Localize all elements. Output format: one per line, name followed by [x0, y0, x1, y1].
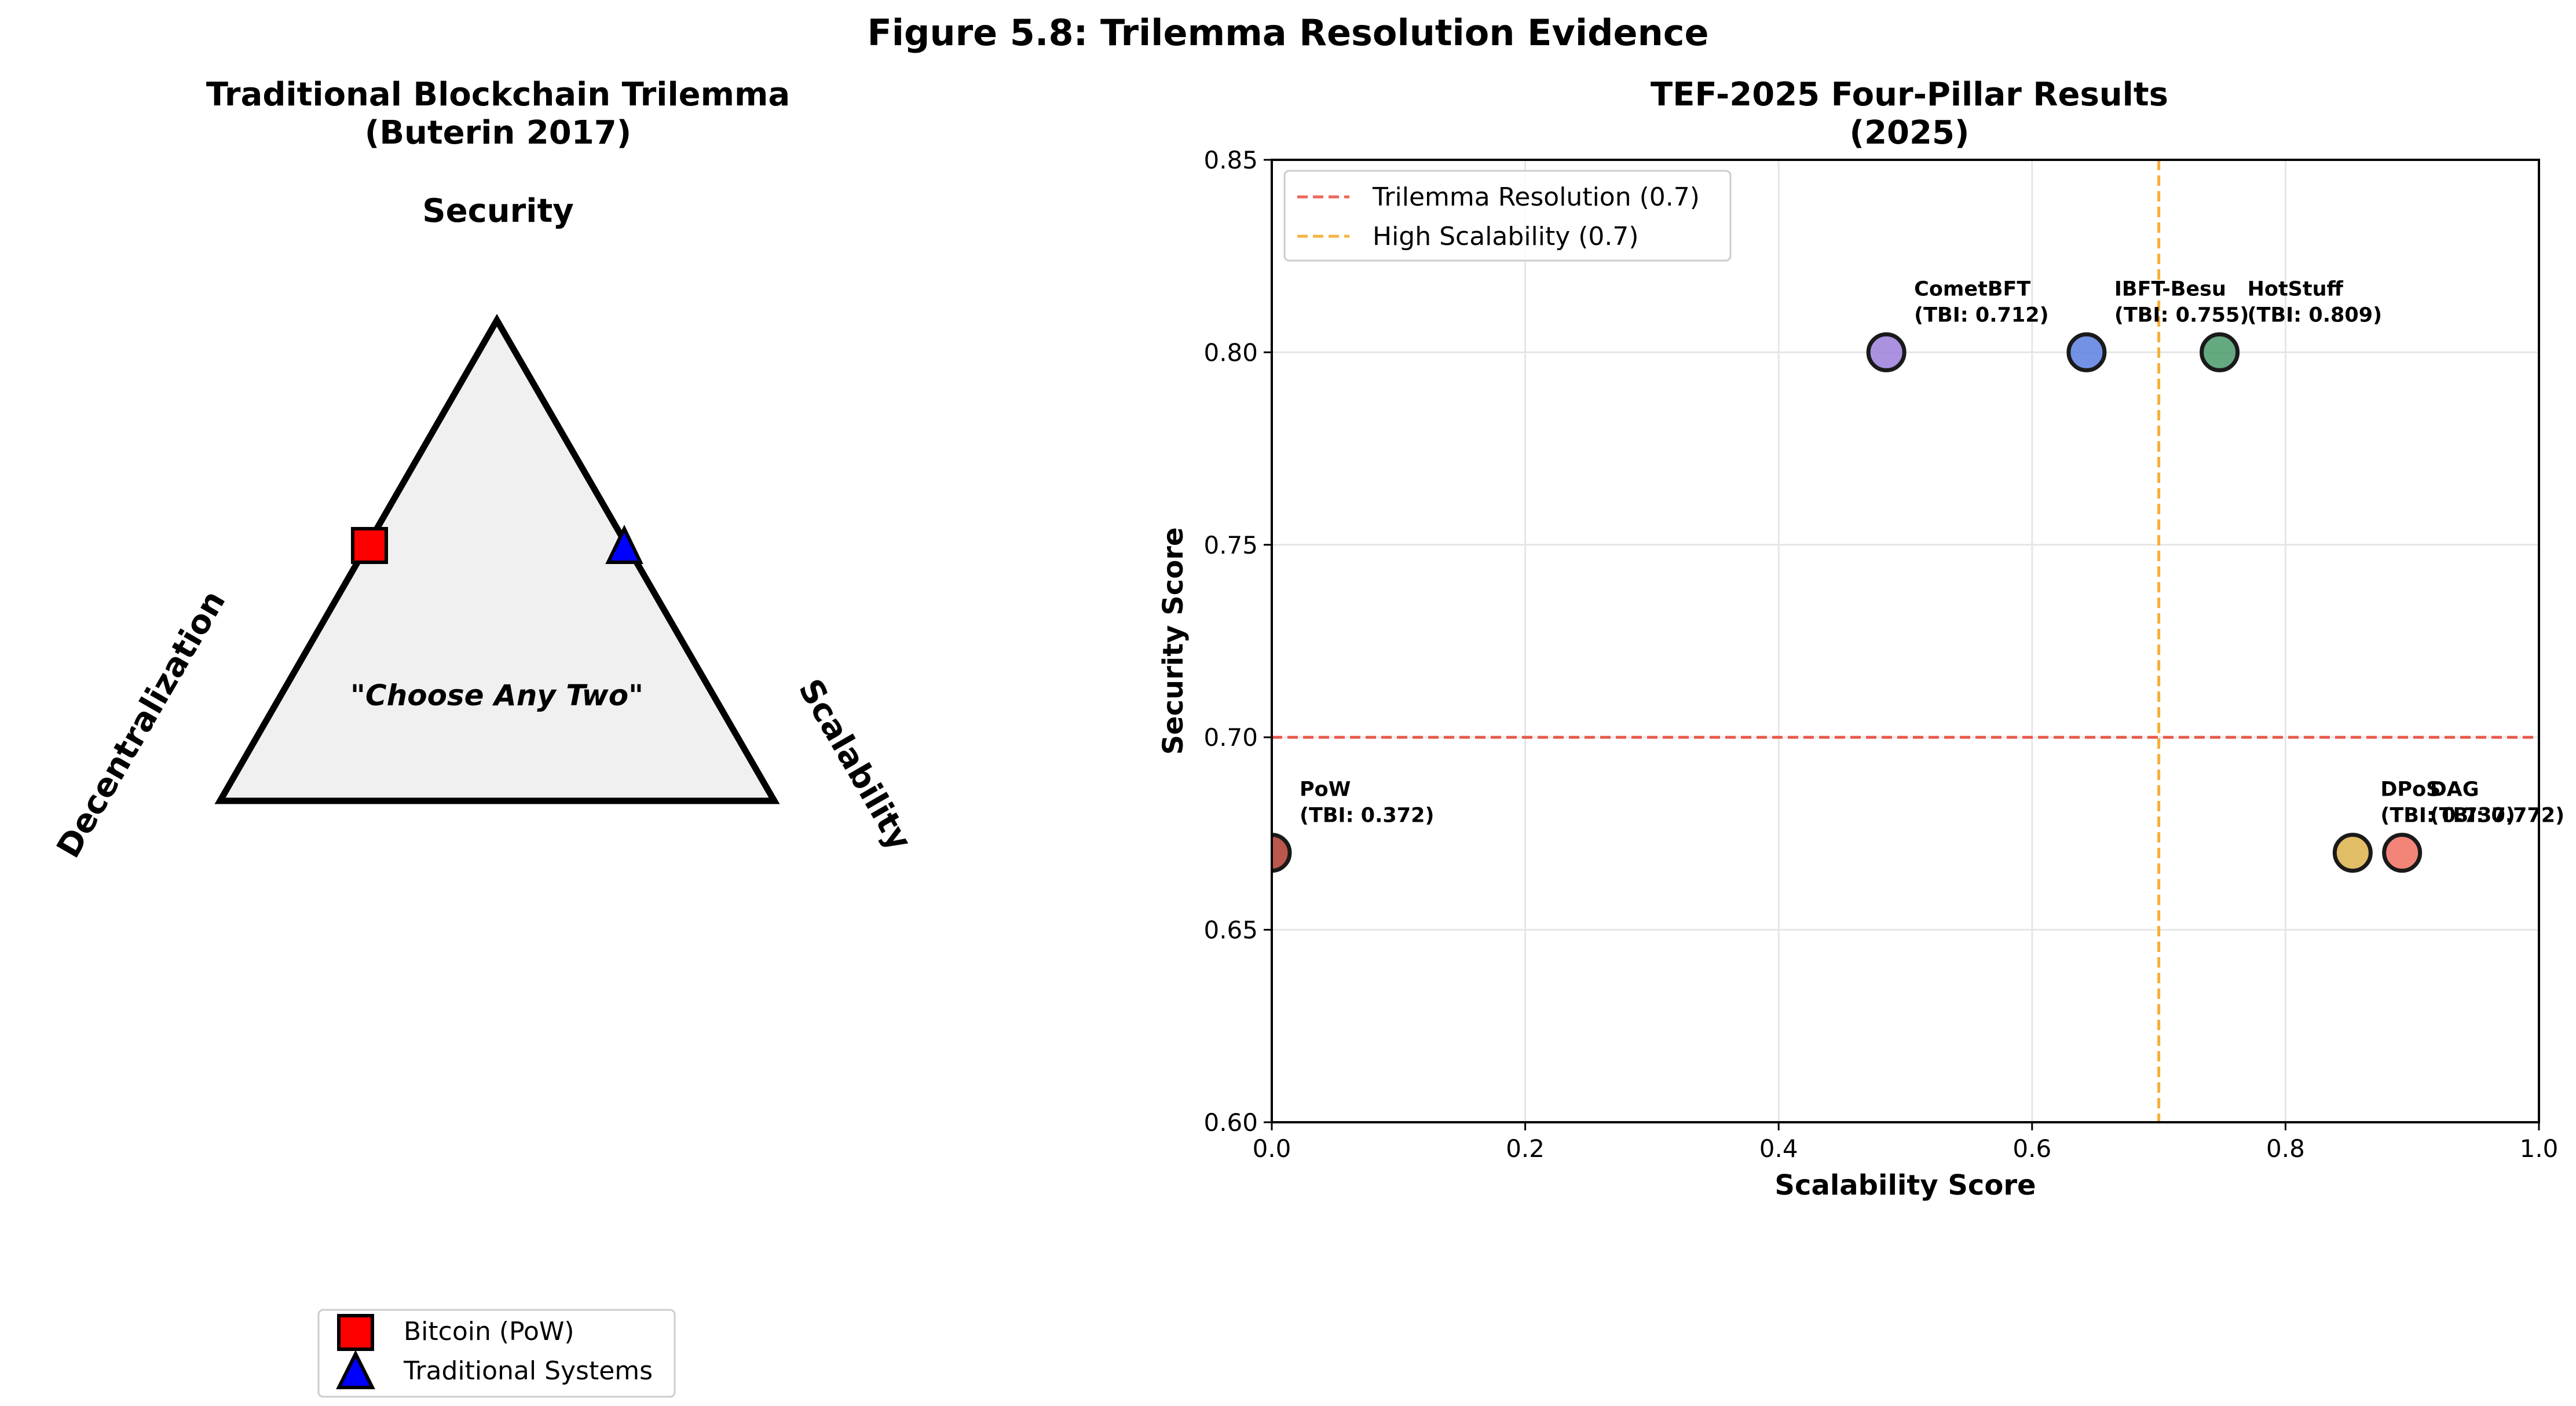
data-point-dpos [2332, 833, 2373, 873]
data-point-cometbft [1866, 332, 1907, 372]
x-tick-label: 0.4 [1759, 1134, 1798, 1163]
y-tick-label: 0.65 [1203, 916, 1258, 944]
data-point-dag [2382, 833, 2423, 873]
point-label-name: PoW [1300, 778, 1351, 801]
scatter-title-line2: (2025) [1849, 114, 1969, 152]
point-label-name: DPoS [2380, 778, 2440, 801]
x-axis-label: Scalability Score [1774, 1169, 2036, 1202]
point-label-name: IBFT-Besu [2114, 277, 2226, 301]
trilemma-legend: Bitcoin (PoW) Traditional Systems [317, 1309, 676, 1398]
scatter-legend: Trilemma Resolution (0.7) High Scalabili… [1283, 170, 1732, 262]
y-tick-label: 0.80 [1203, 338, 1258, 367]
x-tick-label: 0.8 [2266, 1134, 2305, 1163]
legend-bitcoin-square-icon [337, 1314, 374, 1351]
legend-traditional-label: Traditional Systems [403, 1356, 653, 1386]
data-point-hotstuff [2200, 332, 2240, 372]
point-label-name: HotStuff [2248, 277, 2344, 301]
plot-area-frame [1271, 159, 2540, 1123]
y-axis-label: Security Score [1157, 527, 1190, 755]
scatter-panel: TEF-2025 Four-Pillar Results (2025) PoW (… [1157, 76, 2564, 1202]
legend-scalability-label: High Scalability (0.7) [1373, 222, 1639, 251]
scatter-legend-frame [1283, 170, 1732, 262]
trilemma-center-text: "Choose Any Two" [350, 679, 643, 712]
y-tick-label: 0.85 [1203, 146, 1258, 174]
vertex-label-security: Security [422, 192, 573, 230]
legend-trilemma-label: Trilemma Resolution (0.7) [1372, 182, 1700, 212]
data-point-pow [1272, 833, 1292, 873]
point-label-name: CometBFT [1914, 277, 2030, 301]
x-tick-label: 0.2 [1506, 1134, 1545, 1163]
point-label-tbi: (TBI: 0.712) [1914, 303, 2048, 327]
plot-reference-lines [1272, 160, 2539, 1122]
trilemma-title-line1: Traditional Blockchain Trilemma [206, 76, 790, 113]
y-tick-label: 0.60 [1203, 1108, 1258, 1137]
y-tick-label: 0.70 [1203, 723, 1258, 752]
y-tick-label: 0.75 [1203, 531, 1258, 559]
point-label-tbi: (TBI: 0.737) [2380, 804, 2515, 828]
x-tick-label: 0.6 [2012, 1134, 2051, 1163]
plot-points [1272, 332, 2423, 873]
point-label-tbi: (TBI: 0.809) [2248, 303, 2382, 327]
traditional-systems-marker [605, 525, 643, 564]
scatter-title-line1: TEF-2025 Four-Pillar Results [1651, 76, 2168, 113]
point-label-tbi: (TBI: 0.372) [1300, 804, 1434, 828]
point-label-tbi: (TBI: 0.772) [2430, 804, 2564, 828]
trilemma-legend-frame [317, 1309, 676, 1398]
legend-traditional-triangle-icon [336, 1350, 375, 1389]
bitcoin-pow-marker [351, 527, 388, 564]
x-tick-label: 1.0 [2520, 1134, 2559, 1163]
plot-annotations: PoW (TBI: 0.372) CometBFT(TBI: 0.712) IBFT-… [1300, 277, 2564, 827]
legend-bitcoin-label: Bitcoin (PoW) [404, 1317, 575, 1346]
trilemma-title-line2: (Buterin 2017) [365, 114, 632, 152]
point-label-tbi: (TBI: 0.755) [2114, 303, 2249, 327]
point-label-name: DAG [2430, 778, 2479, 801]
x-tick-label: 0.0 [1253, 1134, 1291, 1163]
data-point-ibft-besu [2066, 332, 2107, 372]
figure-title: Figure 5.8: Trilemma Resolution Evidence [867, 12, 1708, 54]
plot-ticks: 0.0 0.2 0.4 0.6 0.8 1.0 0.60 0.65 0.70 0.75 0.80 0.… [1203, 146, 2558, 1163]
